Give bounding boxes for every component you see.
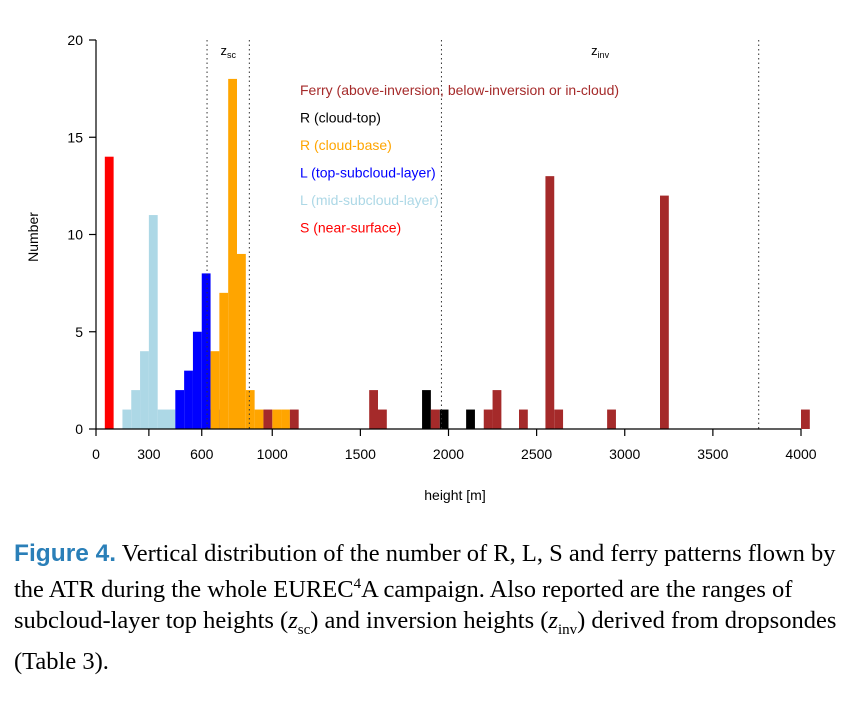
- bars-layer: [104, 78, 810, 430]
- x-tick-label-5: 2000: [433, 446, 464, 462]
- bar-3-0: [210, 351, 220, 429]
- bar-1-0: [122, 409, 132, 429]
- x-tick-label-6: 2500: [521, 446, 552, 462]
- caption-sup-4: 4: [353, 576, 362, 592]
- bar-5-3: [378, 409, 387, 429]
- caption-z-sc: z: [288, 607, 298, 635]
- x-tick-label-7: 3000: [609, 446, 640, 462]
- bar-5-4: [430, 409, 440, 429]
- bar-5-1: [289, 409, 299, 429]
- legend-entry-4: L (mid-subcloud-layer): [300, 192, 439, 208]
- bar-4-1: [439, 409, 449, 429]
- y-tick-label-3: 15: [67, 129, 83, 145]
- bar-5-7: [519, 409, 528, 429]
- legend-entry-0: Ferry (above-inversion, below-inversion …: [300, 82, 619, 98]
- legend: Ferry (above-inversion, below-inversion …: [300, 82, 619, 236]
- y-tick-label-0: 0: [75, 421, 83, 437]
- bar-2-2: [192, 331, 202, 429]
- caption-text-4: ) derived from dropsondes (Table 3).: [14, 607, 837, 676]
- bar-3-3: [237, 253, 246, 429]
- bar-3-5: [254, 409, 264, 429]
- bar-5-12: [801, 409, 810, 429]
- caption-sub-inv: inv: [557, 622, 578, 639]
- x-tick-label-3: 1000: [257, 446, 288, 462]
- y-tick-label-1: 5: [75, 324, 83, 340]
- bar-1-1: [131, 390, 141, 429]
- bar-3-7: [281, 409, 290, 429]
- bar-3-1: [219, 292, 229, 429]
- bar-5-2: [369, 390, 378, 429]
- range-lines: zsc zinv: [206, 40, 760, 429]
- bar-1-5: [166, 409, 176, 429]
- bar-1-3: [148, 215, 158, 429]
- bar-5-8: [545, 176, 555, 429]
- bar-1-4: [157, 409, 167, 429]
- x-tick-label-1: 300: [137, 446, 161, 462]
- x-tick-label-9: 4000: [785, 446, 816, 462]
- bar-0-0: [104, 156, 114, 429]
- y-tick-label-4: 20: [67, 32, 83, 48]
- bar-4-2: [466, 409, 475, 429]
- range-label-1: zinv: [591, 43, 610, 60]
- caption-text-2: A campaign. Also reported are the ranges…: [14, 576, 793, 635]
- x-tick-label-0: 0: [92, 446, 100, 462]
- y-axis-title: Number: [25, 212, 41, 262]
- x-tick-label-8: 3500: [697, 446, 728, 462]
- bar-2-3: [201, 273, 211, 429]
- legend-entry-1: R (cloud-top): [300, 110, 381, 126]
- figure-caption: Figure 4. Vertical distribution of the n…: [14, 538, 844, 677]
- bar-5-10: [607, 409, 616, 429]
- bar-4-0: [422, 390, 431, 429]
- legend-entry-3: L (top-subcloud-layer): [300, 165, 436, 181]
- bar-2-1: [184, 370, 193, 429]
- bar-3-6: [272, 409, 282, 429]
- bar-5-9: [554, 409, 564, 429]
- x-tick-label-4: 1500: [345, 446, 376, 462]
- bar-2-0: [175, 390, 185, 429]
- histogram-chart: zsc zinv 0 5 10 15 20 0 300 600 1000 1500 2000 2500 3…: [25, 32, 817, 503]
- bar-5-11: [660, 195, 669, 429]
- bar-5-6: [492, 390, 502, 429]
- bar-3-2: [228, 78, 237, 430]
- range-label-0: zsc: [220, 43, 236, 60]
- caption-sub-sc: sc: [297, 622, 311, 639]
- bar-5-5: [483, 409, 493, 429]
- axes: 0 5 10 15 20 0 300 600 1000 1500 2000 2500 3000 3500 4…: [67, 32, 816, 462]
- figure-label: Figure 4.: [14, 540, 117, 567]
- caption-z-inv: z: [548, 607, 558, 635]
- legend-entry-2: R (cloud-base): [300, 137, 392, 153]
- x-axis-title: height [m]: [424, 487, 485, 503]
- y-tick-label-2: 10: [67, 227, 83, 243]
- caption-text-3: ) and inversion heights (: [310, 607, 549, 635]
- legend-entry-5: S (near-surface): [300, 220, 401, 236]
- bar-5-0: [263, 409, 273, 429]
- caption-text-1: Vertical distribution of the number of R…: [14, 540, 836, 604]
- bar-3-4: [245, 390, 255, 429]
- x-tick-label-2: 600: [190, 446, 214, 462]
- bar-1-2: [140, 351, 149, 429]
